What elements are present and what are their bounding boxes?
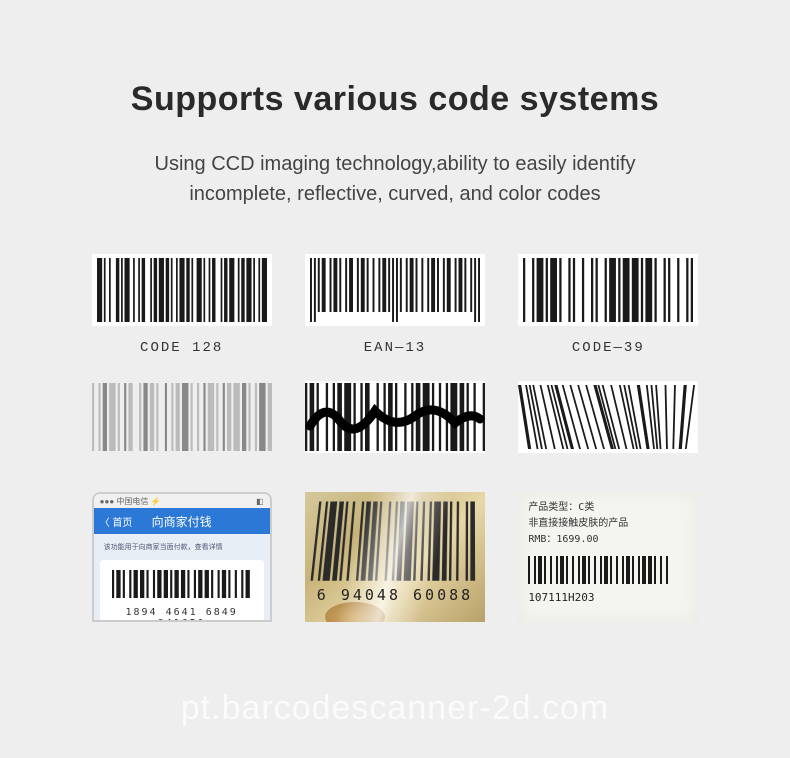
example-curved [517, 381, 700, 467]
example-phone: ●●● 中国电信 ⚡ ◧ 〈 首页 向商家付钱 该功能用于向商家当面付款，查看详… [90, 492, 273, 622]
label-code128: CODE 128 [140, 340, 223, 356]
phone-tip: 该功能用于向商家当面付款，查看详情 [100, 540, 264, 554]
phone-card: 1894 4641 6849 841651 [100, 560, 264, 622]
barcode-svg [518, 381, 698, 453]
barcode-curved [518, 381, 698, 453]
package-number: 6 94048 60088 [305, 586, 485, 604]
receipt-line1: 产品类型：C类 [528, 500, 688, 516]
watermark: pt.barcodescanner-2d.com [0, 689, 790, 728]
barcode-scribble [305, 381, 485, 453]
label-code39: CODE—39 [572, 340, 645, 356]
main-title: Supports various code systems [50, 80, 740, 119]
phone-body: 该功能用于向商家当面付款，查看详情 1894 4641 6849 841651 [94, 534, 270, 622]
receipt-line3: RMB：1699.00 [528, 532, 688, 548]
barcode-svg [112, 570, 252, 598]
barcode-svg [310, 256, 480, 324]
receipt-code: 107111H203 [528, 591, 688, 604]
barcode-code39 [518, 254, 698, 326]
example-package: 6 94048 60088 [303, 492, 486, 622]
barcode-svg [523, 256, 693, 324]
receipt-line2: 非直接接触皮肤的产品 [528, 516, 688, 532]
subtitle: Using CCD imaging technology,ability to … [50, 149, 740, 209]
example-receipt: 产品类型：C类 非直接接触皮肤的产品 RMB：1699.00 107111H20… [517, 492, 700, 622]
barcode-svg [305, 381, 485, 453]
example-code39: CODE—39 [517, 254, 700, 356]
package-photo: 6 94048 60088 [305, 492, 485, 622]
phone-number: 1894 4641 6849 841651 [106, 607, 258, 622]
phone-mock: ●●● 中国电信 ⚡ ◧ 〈 首页 向商家付钱 该功能用于向商家当面付款，查看详… [92, 492, 272, 622]
receipt-photo: 产品类型：C类 非直接接触皮肤的产品 RMB：1699.00 107111H20… [518, 492, 698, 622]
barcode-svg [97, 256, 267, 324]
example-code128: CODE 128 [90, 254, 273, 356]
barcode-code128 [92, 254, 272, 326]
barcode-ean13 [305, 254, 485, 326]
phone-title: 向商家付钱 [152, 513, 212, 530]
barcode-svg [92, 381, 272, 453]
example-scribble [303, 381, 486, 467]
phone-header: 〈 首页 向商家付钱 [94, 508, 270, 534]
phone-statusbar: ●●● 中国电信 ⚡ ◧ [94, 494, 270, 508]
barcode-svg [528, 556, 668, 584]
example-faded [90, 381, 273, 467]
barcode-faded [92, 381, 272, 453]
examples-grid: CODE 128 EAN—13 CODE—39 [50, 254, 740, 622]
phone-back: 〈 首页 [100, 514, 133, 529]
example-ean13: EAN—13 [303, 254, 486, 356]
label-ean13: EAN—13 [364, 340, 426, 356]
infographic-container: Supports various code systems Using CCD … [0, 0, 790, 662]
